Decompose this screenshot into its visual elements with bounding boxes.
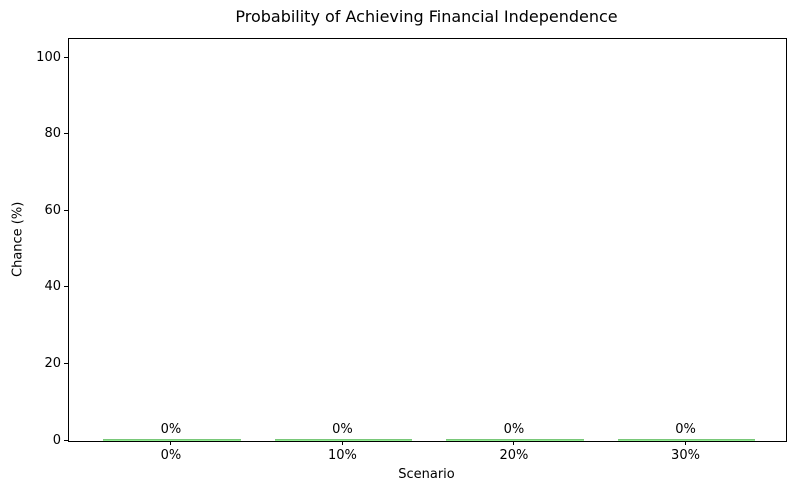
bar bbox=[103, 439, 241, 441]
bar-value-label: 0% bbox=[675, 422, 696, 437]
y-tick-label: 20 bbox=[44, 355, 61, 371]
y-tick-mark bbox=[64, 286, 68, 288]
y-tick-label: 100 bbox=[36, 49, 61, 65]
y-tick-label: 60 bbox=[44, 202, 61, 218]
bar-value-label: 0% bbox=[160, 422, 182, 437]
x-tick-label: 20% bbox=[499, 448, 529, 463]
y-tick-label: 40 bbox=[44, 279, 61, 295]
bar bbox=[617, 439, 756, 441]
bar bbox=[274, 439, 413, 441]
y-tick-mark bbox=[64, 56, 68, 58]
plot-area bbox=[68, 38, 787, 442]
bar-value-label: 0% bbox=[503, 422, 525, 437]
x-tick-mark bbox=[341, 441, 343, 445]
y-tick-mark bbox=[64, 209, 68, 211]
x-tick-mark bbox=[170, 441, 172, 445]
x-tick-label: 30% bbox=[671, 448, 700, 463]
x-axis-label: Scenario bbox=[398, 467, 455, 482]
y-tick-label: 80 bbox=[44, 126, 61, 142]
y-tick-mark bbox=[64, 362, 68, 364]
x-tick-label: 0% bbox=[160, 448, 182, 463]
chart-title: Probability of Achieving Financial Indep… bbox=[235, 7, 618, 26]
bar-value-label: 0% bbox=[332, 422, 353, 437]
y-tick-mark bbox=[64, 133, 68, 135]
bar bbox=[446, 439, 584, 441]
x-tick-mark bbox=[685, 441, 686, 445]
x-tick-label: 10% bbox=[327, 448, 357, 463]
y-axis-label: Chance (%) bbox=[10, 201, 26, 277]
y-tick-mark bbox=[64, 439, 68, 441]
x-tick-mark bbox=[513, 441, 515, 445]
y-tick-label: 0 bbox=[52, 432, 61, 448]
